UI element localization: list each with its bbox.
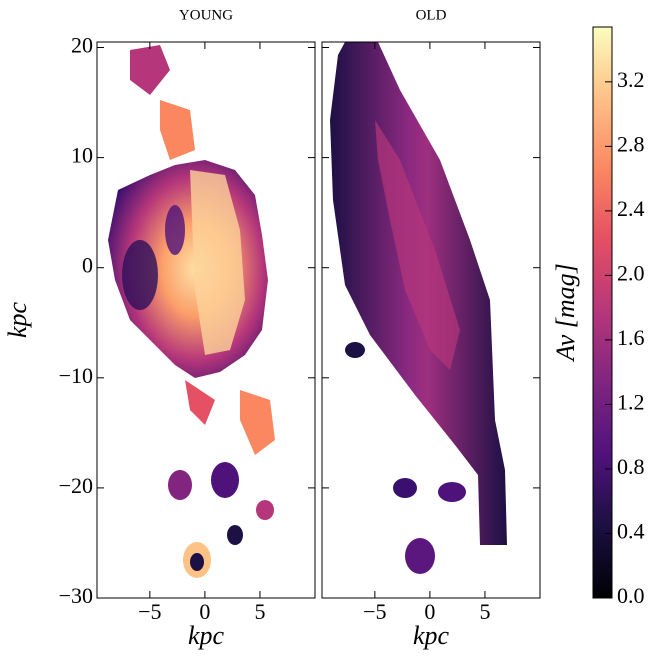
x-axis-label: kpc <box>413 621 450 650</box>
colorbar-tick-label: 2.8 <box>617 131 645 156</box>
colorbar-tick-label: 2.4 <box>617 196 645 221</box>
y-tick-label: −10 <box>59 363 93 388</box>
y-tick-label: −30 <box>59 583 93 608</box>
y-tick-label: 0 <box>82 253 93 278</box>
x-tick-label: −5 <box>138 599 161 624</box>
y-tick-label: 20 <box>71 33 93 58</box>
old-map <box>330 42 507 574</box>
y-axis-label: kpc <box>3 302 32 339</box>
colorbar-tick-label: 0.0 <box>617 583 645 608</box>
colorbar-tick-label: 1.6 <box>617 325 645 350</box>
colorbar-tick-label: 2.0 <box>617 260 645 285</box>
panel-frame <box>321 41 541 599</box>
colorbar-tick-label: 1.2 <box>617 389 645 414</box>
y-tick-label: 10 <box>71 143 93 168</box>
young-map <box>108 45 275 578</box>
x-tick-label: 5 <box>254 599 265 624</box>
colorbar-tick-label: 0.8 <box>617 454 645 479</box>
y-tick-label: −20 <box>59 473 93 498</box>
x-tick-label: 0 <box>199 599 210 624</box>
colorbar-label: Av [mag] <box>551 263 580 363</box>
panel-title: OLD <box>416 7 447 23</box>
colorbar <box>592 26 613 599</box>
x-axis-label: kpc <box>188 621 225 650</box>
x-tick-label: 0 <box>424 599 435 624</box>
x-tick-label: −5 <box>363 599 386 624</box>
x-tick-label: 5 <box>479 599 490 624</box>
panel-title: YOUNG <box>179 7 233 23</box>
panel-frame <box>96 41 316 599</box>
colorbar-tick-label: 3.2 <box>617 67 645 92</box>
colorbar-tick-label: 0.4 <box>617 519 645 544</box>
